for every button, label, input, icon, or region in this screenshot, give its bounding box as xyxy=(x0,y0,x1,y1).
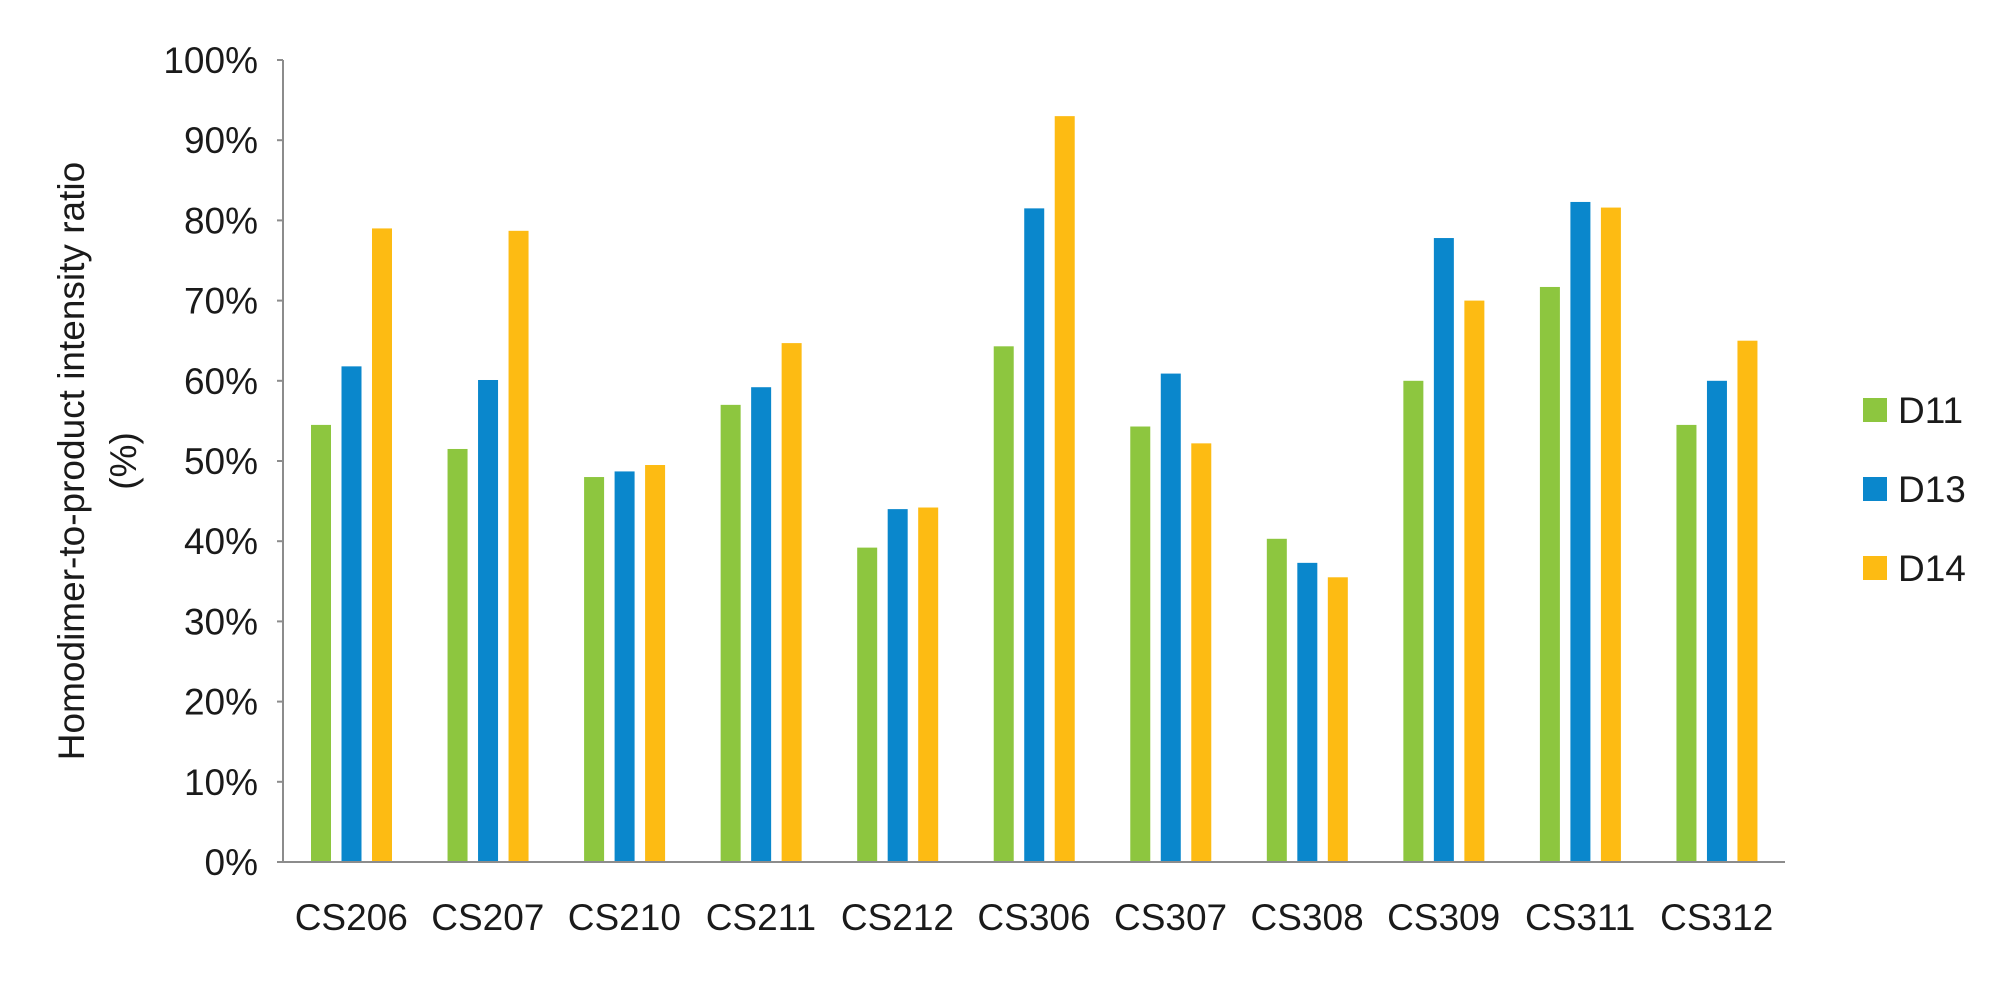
bar-d11-cs312 xyxy=(1676,424,1697,862)
x-category-label: CS210 xyxy=(568,897,681,938)
legend-label-d13: D13 xyxy=(1898,469,1966,510)
y-tick-label: 20% xyxy=(184,682,258,723)
bar-d14-cs307 xyxy=(1191,443,1212,862)
y-tick-label: 90% xyxy=(184,120,258,161)
y-axis-title-line-2: (%) xyxy=(103,432,144,490)
bars xyxy=(311,116,1758,863)
bar-d13-cs211 xyxy=(751,387,772,862)
bar-d11-cs207 xyxy=(447,448,468,862)
bar-d13-cs306 xyxy=(1024,208,1045,862)
y-tick-label: 10% xyxy=(184,762,258,803)
bar-d11-cs307 xyxy=(1130,426,1151,862)
y-tick-label: 100% xyxy=(163,40,258,81)
bar-d14-cs211 xyxy=(781,343,802,863)
bar-d13-cs212 xyxy=(887,509,908,862)
bar-d11-cs210 xyxy=(584,477,605,862)
legend-swatch-d11 xyxy=(1863,398,1887,422)
bar-d13-cs210 xyxy=(614,471,635,862)
x-category-label: CS207 xyxy=(431,897,544,938)
axes xyxy=(277,59,1785,863)
bar-d14-cs212 xyxy=(918,507,939,862)
y-tick-label: 60% xyxy=(184,361,258,402)
legend: D11 D13 D14 xyxy=(1863,390,1966,589)
bar-d11-cs211 xyxy=(720,404,741,862)
bar-d14-cs312 xyxy=(1737,340,1758,862)
y-axis-ticks: 0% 10% 20% 30% 40% 50% 60% 70% 80% 90% 100% xyxy=(163,40,258,883)
bar-d13-cs206 xyxy=(341,366,362,862)
legend-label-d11: D11 xyxy=(1898,390,1963,431)
x-category-label: CS211 xyxy=(706,897,816,938)
y-tick-label: 80% xyxy=(184,200,258,241)
y-tick-label: 40% xyxy=(184,521,258,562)
bar-d13-cs308 xyxy=(1297,562,1318,862)
x-category-label: CS212 xyxy=(841,897,954,938)
bar-d13-cs207 xyxy=(478,379,499,862)
bar-d14-cs210 xyxy=(645,465,666,862)
bar-d14-cs206 xyxy=(372,228,392,863)
x-category-label: CS307 xyxy=(1114,897,1227,938)
legend-swatch-d13 xyxy=(1863,477,1887,501)
bar-d13-cs309 xyxy=(1433,238,1454,862)
bar-d13-cs307 xyxy=(1160,373,1181,862)
legend-label-d14: D14 xyxy=(1898,548,1966,589)
bar-d11-cs212 xyxy=(857,547,878,862)
bar-d14-cs308 xyxy=(1327,577,1348,862)
y-tick-label: 50% xyxy=(184,441,258,482)
y-axis-title-line-1: Homodimer-to-product intensity ratio xyxy=(51,162,92,760)
bar-d14-cs311 xyxy=(1600,207,1621,862)
y-axis-title: Homodimer-to-product intensity ratio (%) xyxy=(51,162,144,760)
x-category-label: CS308 xyxy=(1251,897,1364,938)
x-category-label: CS312 xyxy=(1660,897,1773,938)
bar-d14-cs306 xyxy=(1054,116,1075,862)
x-category-label: CS309 xyxy=(1387,897,1500,938)
bar-d11-cs311 xyxy=(1539,286,1560,862)
bar-d13-cs312 xyxy=(1706,380,1727,862)
bar-d11-cs308 xyxy=(1266,538,1287,862)
bar-d11-cs309 xyxy=(1403,380,1424,862)
category-labels: CS206 CS207 CS210 CS211 CS212 CS306 CS307 CS308… xyxy=(295,897,1774,938)
bar-d13-cs311 xyxy=(1570,201,1591,863)
y-tick-label: 0% xyxy=(205,842,258,883)
x-category-label: CS311 xyxy=(1525,897,1635,938)
bar-d11-cs306 xyxy=(993,346,1014,863)
bar-d14-cs309 xyxy=(1464,300,1485,863)
legend-swatch-d14 xyxy=(1863,556,1887,580)
y-tick-label: 70% xyxy=(184,281,258,322)
bar-d14-cs207 xyxy=(508,230,529,863)
bar-d11-cs206 xyxy=(311,424,331,862)
y-tick-label: 30% xyxy=(184,601,258,642)
x-category-label: CS206 xyxy=(295,897,408,938)
x-category-label: CS306 xyxy=(977,897,1090,938)
